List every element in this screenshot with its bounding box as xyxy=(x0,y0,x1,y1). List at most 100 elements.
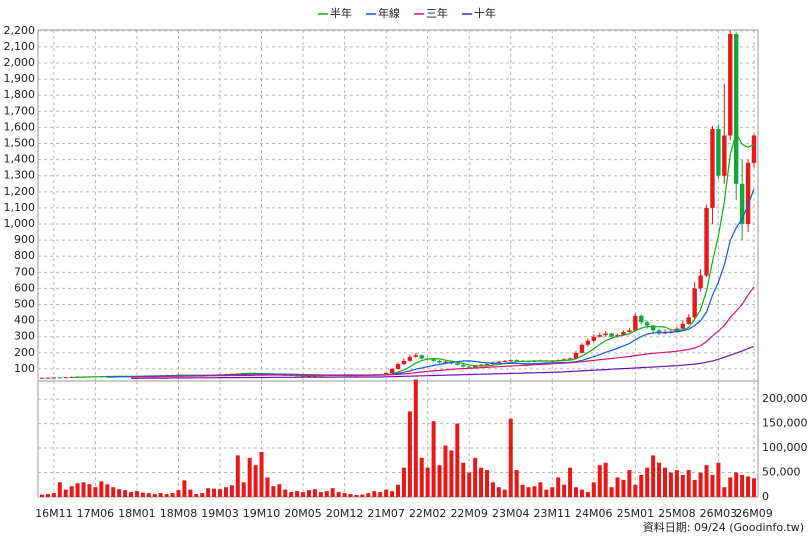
x-tick-label: 22M09 xyxy=(450,507,488,520)
volume-bar xyxy=(140,492,145,497)
volume-bar xyxy=(627,470,632,497)
volume-bar xyxy=(485,470,489,497)
y-tick-label: 1,100 xyxy=(4,201,36,214)
volume-bar xyxy=(425,467,430,497)
volume-bar xyxy=(722,487,727,497)
candle-body xyxy=(627,330,632,332)
volume-bar xyxy=(740,474,745,497)
volume-bar xyxy=(45,494,50,497)
legend-label: 半年 xyxy=(330,6,352,20)
volume-bar xyxy=(134,491,139,497)
y-tick-label: 1,700 xyxy=(4,104,36,117)
volume-bar xyxy=(247,457,252,497)
volume-bar xyxy=(568,467,573,497)
candle-body xyxy=(419,355,424,359)
x-tick-label: 21M07 xyxy=(367,507,405,520)
x-tick-label: 25M01 xyxy=(617,507,655,520)
x-tick-label: 26M03 xyxy=(700,507,738,520)
x-tick-label: 18M08 xyxy=(160,507,198,520)
x-tick-label: 23M04 xyxy=(492,507,530,520)
candle-body xyxy=(508,360,513,362)
candle-body xyxy=(443,361,448,363)
candle-body xyxy=(728,34,733,136)
x-tick-label: 19M10 xyxy=(243,507,281,520)
volume-bar xyxy=(158,493,163,497)
volume-bar xyxy=(496,487,501,497)
source-note: 資料日期: 09/24 (Goodinfo.tw) xyxy=(643,520,804,534)
volume-bar xyxy=(538,482,543,497)
volume-bar xyxy=(461,462,466,497)
candle-body xyxy=(698,275,703,289)
candle-body xyxy=(57,377,62,379)
candle-body xyxy=(716,129,721,176)
volume-bar xyxy=(176,490,181,497)
candle-body xyxy=(437,360,442,363)
volume-bar xyxy=(579,489,584,497)
candle-body xyxy=(389,368,395,373)
volume-bar xyxy=(419,457,424,497)
volume-bar xyxy=(704,465,709,497)
volume-bar xyxy=(390,491,395,497)
volume-bar xyxy=(651,455,656,497)
candle-body xyxy=(407,356,413,361)
candle-body xyxy=(579,344,585,353)
y-tick-label: 2,200 xyxy=(4,24,36,37)
volume-bar xyxy=(366,493,371,497)
y-tick-label: 100 xyxy=(14,362,35,375)
y-tick-label: 1,600 xyxy=(4,120,36,133)
y-tick-label: 1,500 xyxy=(4,137,36,150)
volume-bar xyxy=(271,486,276,497)
volume-bar xyxy=(81,482,86,497)
candle-body xyxy=(686,317,691,324)
volume-bar xyxy=(336,492,341,497)
volume-bar xyxy=(396,484,400,497)
volume-bar xyxy=(259,451,264,497)
volume-bar xyxy=(253,465,258,497)
volume-bar xyxy=(40,494,44,497)
volume-bar xyxy=(574,487,578,497)
volume-bar xyxy=(188,489,193,497)
volume-bar xyxy=(152,494,157,497)
volume-bar xyxy=(692,479,697,497)
x-tick-label: 23M11 xyxy=(534,507,572,520)
candle-body xyxy=(69,376,74,378)
candle-body xyxy=(745,162,751,225)
volume-bar xyxy=(146,493,151,497)
volume-bar xyxy=(591,482,596,497)
volume-bar xyxy=(710,474,715,497)
y-tick-label: 2,000 xyxy=(4,56,36,69)
volume-bar xyxy=(164,494,169,497)
ma-line xyxy=(131,345,755,379)
y-tick-label: 800 xyxy=(14,249,35,262)
x-tick-label: 24M06 xyxy=(575,507,613,520)
volume-bar xyxy=(633,484,638,497)
x-tick-label: 19M03 xyxy=(201,507,239,520)
volume-bar xyxy=(674,470,679,497)
volume-bar xyxy=(728,477,733,497)
volume-bar xyxy=(734,472,739,497)
volume-bar xyxy=(235,455,240,497)
volume-bar xyxy=(99,481,104,497)
volume-bar xyxy=(378,492,383,497)
candle-body xyxy=(739,183,745,225)
volume-bar xyxy=(663,467,667,497)
candle-body xyxy=(45,377,51,379)
volume-bar xyxy=(194,494,199,497)
volume-bar xyxy=(437,465,442,497)
y-tick-label: 500 xyxy=(14,298,35,311)
volume-bar xyxy=(752,478,756,497)
x-tick-label: 22M02 xyxy=(409,507,447,520)
candle-body xyxy=(401,360,407,365)
volume-bar xyxy=(668,472,673,497)
volume-bar xyxy=(312,489,317,497)
x-tick-label: 18M01 xyxy=(118,507,156,520)
volume-bar xyxy=(51,493,56,497)
volume-bar xyxy=(556,477,561,497)
volume-bar xyxy=(716,462,721,497)
x-tick-label: 26M09 xyxy=(735,507,773,520)
x-tick-label: 20M05 xyxy=(284,507,322,520)
candle-body xyxy=(609,333,614,337)
volume-bar xyxy=(621,479,626,497)
volume-bar xyxy=(87,484,92,497)
volume-bar xyxy=(657,462,662,497)
